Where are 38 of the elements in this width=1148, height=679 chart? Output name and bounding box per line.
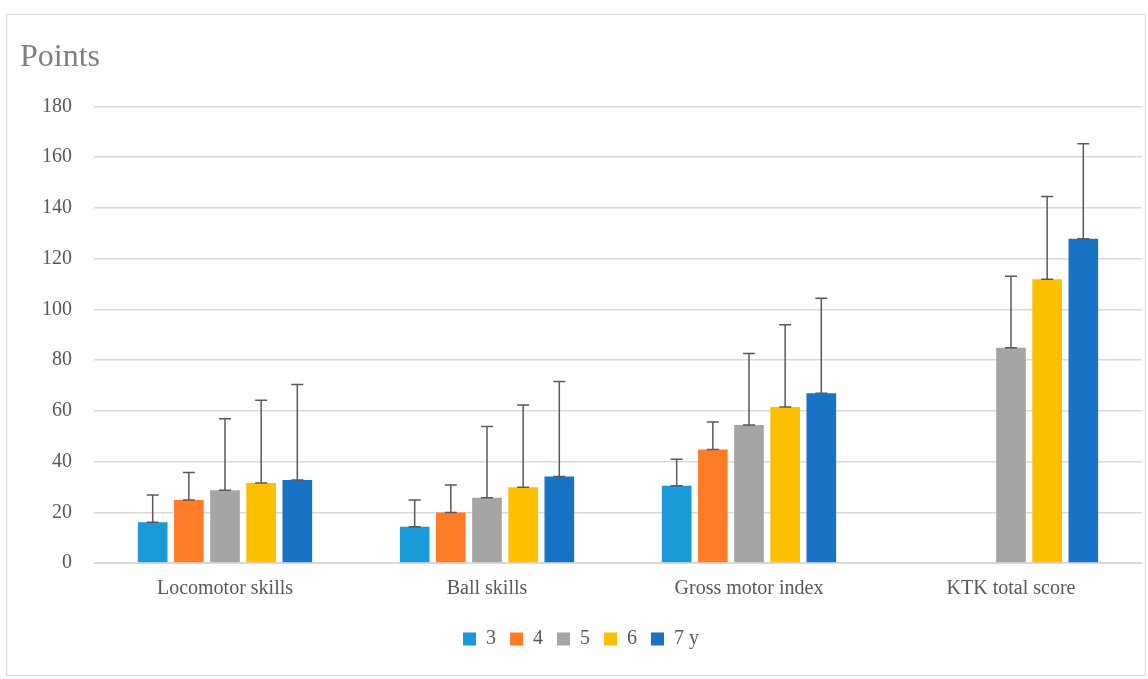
y-tick-label: 100 <box>42 296 72 319</box>
legend-label: 3 <box>486 626 496 649</box>
y-tick-label: 40 <box>52 448 72 471</box>
bar <box>1032 279 1062 563</box>
y-tick-label: 120 <box>42 245 72 268</box>
y-tick-label: 160 <box>42 144 72 167</box>
legend-label: 5 <box>580 626 590 649</box>
y-tick-label: 80 <box>52 347 72 370</box>
legend-label: 6 <box>627 626 637 649</box>
bar <box>399 526 430 563</box>
bar <box>1068 238 1099 563</box>
bar <box>472 497 502 563</box>
x-tick-label: Gross motor index <box>674 576 824 599</box>
x-tick-label: Locomotor skills <box>156 576 294 599</box>
y-tick-label: 20 <box>52 499 72 522</box>
legend-label: 4 <box>533 626 543 649</box>
bar <box>806 393 837 563</box>
y-tick-label: 180 <box>42 93 72 116</box>
legend-label: 7 y <box>674 626 699 650</box>
x-tick-label: Ball skills <box>446 576 528 599</box>
bar <box>246 483 276 563</box>
bar <box>137 522 168 563</box>
bar <box>210 490 240 563</box>
bar <box>544 476 575 563</box>
y-tick-label: 60 <box>52 398 72 421</box>
y-tick-label: 140 <box>42 195 72 218</box>
bar <box>174 500 204 563</box>
bar <box>661 485 692 563</box>
bar <box>508 487 538 563</box>
bar <box>282 480 313 563</box>
bar <box>698 449 728 563</box>
bar <box>436 512 466 563</box>
bar <box>734 425 764 563</box>
bar <box>770 407 800 563</box>
chart-title: Points <box>20 36 101 73</box>
x-tick-label: KTK total score <box>946 576 1076 599</box>
bar <box>996 347 1026 563</box>
y-tick-label: 0 <box>62 550 72 573</box>
